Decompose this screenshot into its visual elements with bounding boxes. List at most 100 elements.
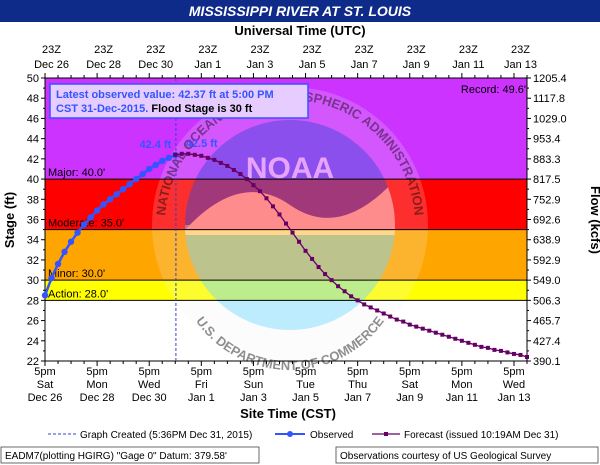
forecast-point-33 (388, 314, 393, 319)
x-tick-label-date-0: Dec 26 (28, 392, 63, 404)
top-tick-label-time-7: 23Z (407, 44, 426, 56)
y-tick-label-9: 40 (27, 174, 39, 186)
forecast-point-27 (349, 294, 354, 299)
datum-text: EADM7(plotting HGIRG) "Gage 0" Datum: 37… (5, 451, 227, 462)
x-tick-label-time-3: 5pm (191, 366, 212, 378)
x-tick-label-time-0: 5pm (34, 366, 55, 378)
x-tick-label-date-3: Jan 1 (188, 392, 215, 404)
forecast-point-42 (446, 334, 451, 339)
threshold-lines: Major: 40.0'Moderate: 35.0'Minor: 30.0'A… (45, 167, 527, 301)
courtesy-box (335, 446, 599, 464)
top-tick-label-time-1: 23Z (94, 44, 113, 56)
x-tick-label-date-9: Jan 13 (497, 392, 530, 404)
y2-tick-label-1: 427.4 (533, 336, 561, 348)
forecast-point-13 (257, 189, 262, 194)
forecast-point-19 (297, 239, 302, 244)
forecast-point-54 (525, 354, 529, 359)
top-tick-label-date-2: Dec 30 (138, 59, 173, 71)
y2-tick-label-10: 883.3 (533, 154, 561, 166)
forecast-point-40 (433, 330, 438, 335)
y-axis-title: Stage (ft) (2, 192, 17, 248)
courtesy-text: Observations courtesy of US Geological S… (340, 451, 551, 462)
y2-tick-label-8: 752.9 (533, 194, 561, 206)
y-tick-label-0: 22 (27, 356, 39, 368)
top-tick-label-date-0: Dec 26 (34, 59, 69, 71)
record-label: Record: 49.6' (461, 84, 526, 96)
forecast-point-21 (310, 256, 315, 261)
observed-point-14 (132, 175, 140, 183)
forecast-point-9 (231, 167, 236, 172)
observed-point-12 (119, 185, 127, 193)
chart-title: MISSISSIPPI RIVER AT ST. LOUIS (189, 3, 412, 19)
x-tick-label-time-6: 5pm (347, 366, 368, 378)
forecast-point-23 (323, 272, 328, 277)
title-banner (0, 0, 600, 22)
y2-tick-label-3: 506.3 (533, 295, 561, 307)
forecast-point-53 (518, 352, 523, 357)
legend-observed-marker (287, 431, 293, 437)
legend: Graph Created (5:36PM Dec 31, 2015) Obse… (48, 430, 559, 441)
y-tick-label-5: 32 (27, 255, 39, 267)
top-tick-label-date-8: Jan 11 (452, 59, 484, 71)
observed-point-18 (159, 157, 166, 165)
forecast-point-52 (511, 351, 516, 356)
forecast-point-20 (303, 248, 308, 253)
forecast-point-51 (505, 350, 510, 355)
y2-tick-label-14: 1205.4 (533, 73, 567, 85)
top-tick-label-date-1: Dec 28 (86, 59, 121, 71)
threshold-label-3: Action: 28.0' (48, 288, 108, 300)
x-tick-label-day-5: Tue (296, 379, 315, 391)
observed-point-3 (61, 248, 68, 256)
legend-created-label: Graph Created (5:36PM Dec 31, 2015) (80, 430, 252, 441)
top-tick-label-date-4: Jan 3 (246, 59, 273, 71)
forecast-point-41 (440, 332, 445, 337)
forecast-point-0 (173, 152, 178, 157)
forecast-point-35 (401, 319, 406, 324)
y2-tick-label-9: 817.5 (533, 174, 561, 186)
y2-tick-label-13: 1117.8 (533, 93, 565, 105)
y-tick-label-12: 46 (27, 113, 39, 125)
threshold-label-0: Major: 40.0' (48, 167, 105, 179)
info-box-line1: Latest observed value: 42.37 ft at 5:00 … (56, 89, 274, 101)
forecast-point-17 (284, 221, 288, 226)
y2-tick-label-11: 953.4 (533, 134, 561, 146)
observed-point-10 (106, 196, 114, 203)
x-tick-label-day-2: Wed (138, 379, 160, 391)
x-tick-label-time-9: 5pm (503, 366, 524, 378)
observed-peak-label: 42.4 ft (139, 139, 171, 151)
seal-center-text: NOAA (246, 152, 334, 185)
observed-point-4 (67, 238, 75, 245)
forecast-point-30 (368, 305, 373, 310)
x-tick-label-date-7: Jan 9 (396, 392, 423, 404)
forecast-point-12 (251, 183, 256, 188)
y-tick-label-6: 34 (27, 235, 39, 247)
forecast-point-29 (362, 302, 367, 307)
observed-point-17 (152, 161, 159, 169)
observed-point-15 (139, 170, 146, 178)
y-tick-label-2: 26 (27, 316, 39, 328)
forecast-point-50 (498, 348, 503, 353)
forecast-peak-label: 42.5 ft (186, 138, 218, 150)
info-box-line2-flood: Flood Stage is 30 ft (148, 103, 252, 115)
y-tick-label-4: 30 (27, 275, 39, 287)
noaa-watermark: NOAA NATIONAL OCEANIC AND ATMOSPHERIC AD… (152, 87, 428, 373)
y-tick-label-14: 50 (27, 73, 39, 85)
forecast-point-31 (375, 308, 380, 313)
forecast-point-34 (394, 317, 399, 322)
observed-point-11 (113, 191, 120, 198)
y2-tick-label-0: 390.1 (533, 356, 561, 368)
x-tick-label-day-4: Sun (244, 379, 264, 391)
forecast-point-2 (186, 151, 191, 156)
y-tick-label-1: 24 (27, 336, 39, 348)
forecast-point-43 (453, 336, 458, 341)
observed-point-0 (41, 292, 49, 299)
y-tick-label-13: 48 (27, 93, 39, 105)
y2-tick-label-6: 638.9 (533, 235, 561, 247)
x-tick-label-time-4: 5pm (243, 366, 264, 378)
y2-axis-title: Flow (kcfs) (588, 186, 600, 254)
observed-point-7 (87, 214, 94, 221)
forecast-point-16 (277, 212, 282, 217)
legend-observed-label: Observed (310, 430, 353, 441)
seal-gull (185, 180, 395, 235)
